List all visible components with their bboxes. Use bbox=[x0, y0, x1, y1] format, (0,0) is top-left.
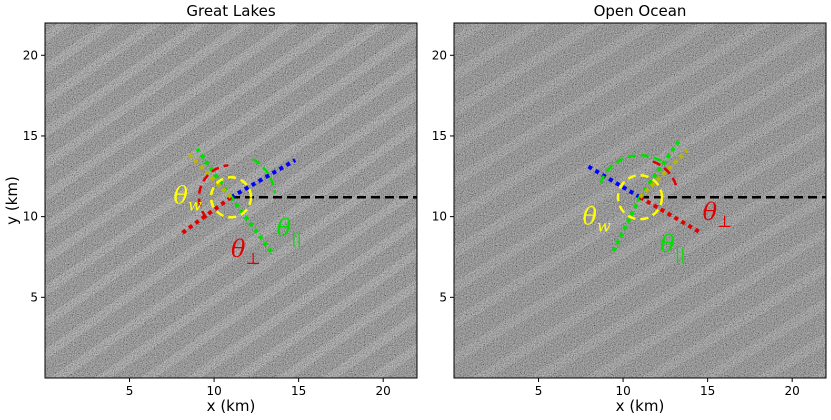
angle-arc-1 bbox=[616, 174, 664, 221]
panel-2: θwθ⊥θ|| 5 10 15 20 5 10 15 20 Open Ocean x (km) bbox=[432, 2, 827, 415]
y-tick-label-1: 5 bbox=[30, 290, 38, 304]
sar-image: θwθ⊥θ|| bbox=[454, 23, 826, 378]
y-tick-label-4: 20 bbox=[23, 48, 38, 62]
angle-arc-2 bbox=[652, 160, 678, 188]
angle-arc-3 bbox=[252, 158, 277, 194]
direction-line-4 bbox=[179, 195, 233, 237]
x-tick-label-4: 20 bbox=[785, 384, 800, 398]
angle-subscript-1: w bbox=[597, 217, 611, 236]
y-tick-label-3: 15 bbox=[23, 129, 38, 143]
y-tick-label-3: 15 bbox=[432, 129, 447, 143]
x-tick-label-2: 10 bbox=[206, 384, 221, 398]
x-axis-label: x (km) bbox=[616, 397, 665, 415]
angle-subscript-2: ⊥ bbox=[717, 212, 732, 231]
angle-subscript-3: || bbox=[675, 244, 686, 263]
panel-title: Great Lakes bbox=[186, 2, 275, 20]
axes-frame bbox=[44, 22, 418, 379]
direction-line-5 bbox=[185, 150, 233, 199]
panel-1: θwθ⊥θ|| 5 10 15 20 5 10 15 20 Great Lakes x (km) y … bbox=[3, 2, 418, 415]
angle-arc-1 bbox=[209, 176, 253, 219]
y-tick-label-4: 20 bbox=[432, 48, 447, 62]
direction-line-3 bbox=[611, 196, 642, 254]
y-tick-label-2: 10 bbox=[432, 210, 447, 224]
x-tick-label-3: 15 bbox=[291, 384, 306, 398]
x-tick-label-3: 15 bbox=[700, 384, 715, 398]
angle-subscript-1: w bbox=[188, 196, 202, 215]
direction-line-2 bbox=[638, 139, 681, 199]
angle-subscript-3: || bbox=[291, 228, 302, 247]
y-tick-label-2: 10 bbox=[23, 210, 38, 224]
sar-image: θwθ⊥θ|| bbox=[45, 23, 417, 378]
x-tick-label-2: 10 bbox=[615, 384, 630, 398]
x-tick-label-1: 5 bbox=[126, 384, 134, 398]
x-tick-label-4: 20 bbox=[376, 384, 391, 398]
angle-label-1: θw bbox=[583, 203, 611, 236]
y-tick-label-1: 5 bbox=[439, 290, 447, 304]
direction-line-5 bbox=[638, 149, 689, 199]
x-tick-label-1: 5 bbox=[535, 384, 543, 398]
x-axis-label: x (km) bbox=[207, 397, 256, 415]
direction-line-1 bbox=[584, 163, 642, 199]
y-axis-label: y (km) bbox=[3, 176, 21, 225]
direction-line-4 bbox=[638, 195, 702, 235]
angle-subscript-2: ⊥ bbox=[245, 249, 260, 268]
panel-title: Open Ocean bbox=[594, 2, 687, 20]
axes-frame bbox=[453, 22, 827, 379]
direction-line-3 bbox=[229, 196, 274, 254]
